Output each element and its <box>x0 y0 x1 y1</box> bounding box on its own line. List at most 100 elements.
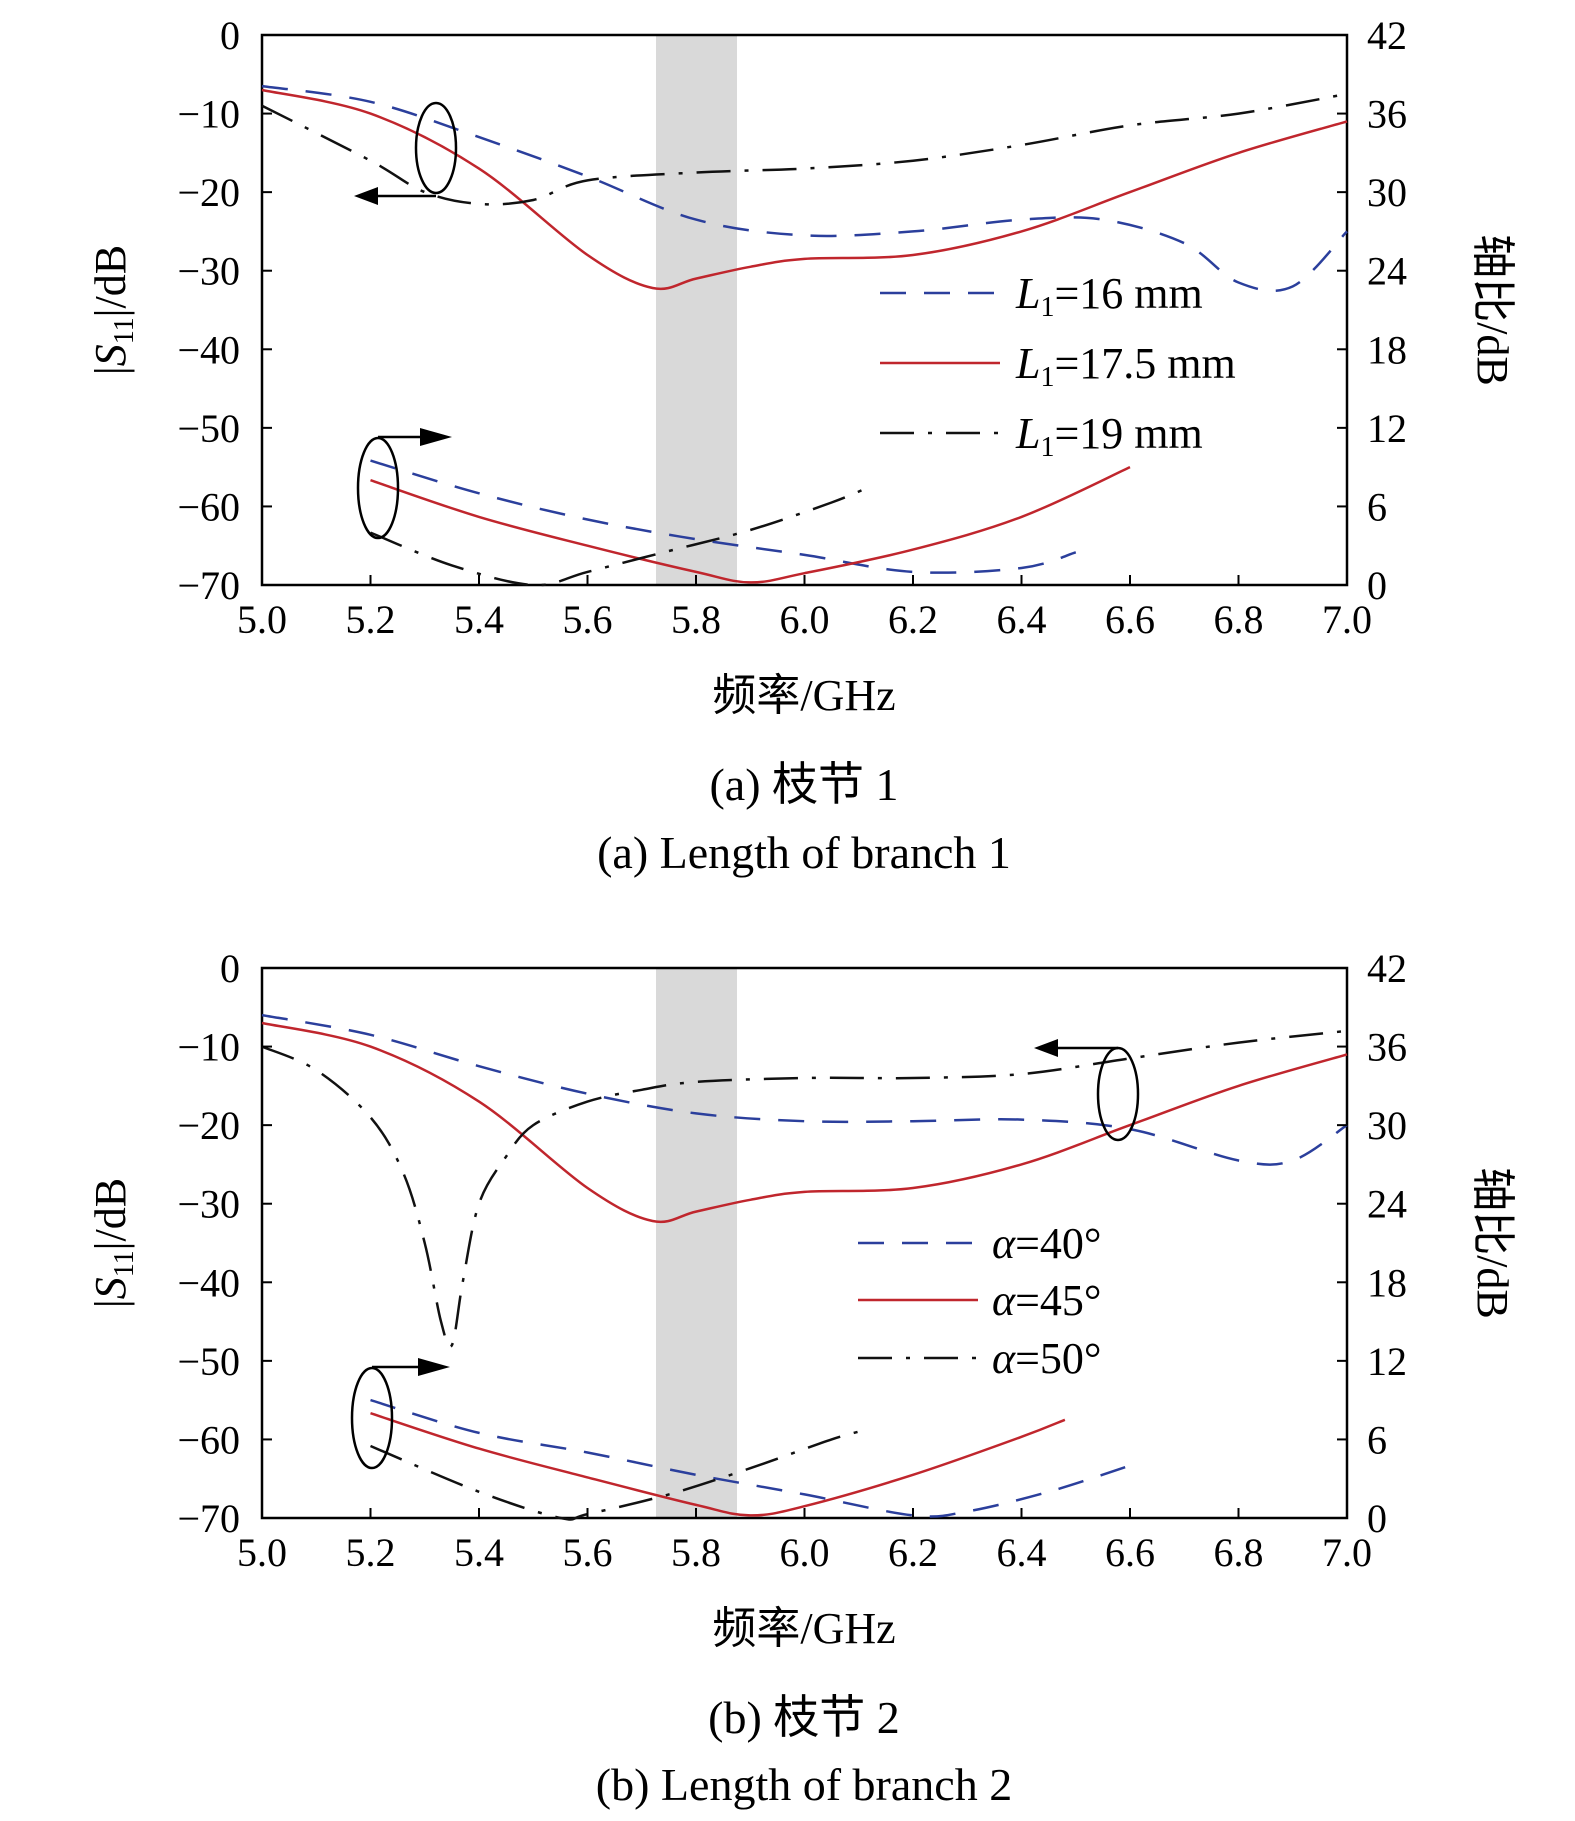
x-tick-label: 6.0 <box>780 1530 830 1575</box>
y-tick-label-left: −20 <box>177 1103 240 1148</box>
series-line <box>261 1013 1348 1166</box>
y-tick-label-right: 12 <box>1367 406 1407 451</box>
x-tick-label: 6.8 <box>1214 597 1264 642</box>
y-tick-label-left: −40 <box>177 1260 240 1305</box>
y-tick-label-right: 42 <box>1367 13 1407 58</box>
x-tick-label: 6.0 <box>780 597 830 642</box>
x-tick-label: 5.0 <box>237 597 287 642</box>
x-tick-label: 5.2 <box>346 597 396 642</box>
x-tick-label: 5.0 <box>237 1530 287 1575</box>
x-tick-label: 5.4 <box>454 597 504 642</box>
legend-label: α=45° <box>992 1276 1102 1325</box>
series-layer <box>261 1013 1348 1521</box>
x-tick-label: 5.6 <box>563 1530 613 1575</box>
y-tick-label-right: 30 <box>1367 1103 1407 1148</box>
y-tick-label-right: 36 <box>1367 92 1407 137</box>
y-tick-label-left: −20 <box>177 170 240 215</box>
series-line <box>261 84 1348 293</box>
x-tick-label: 5.8 <box>671 1530 721 1575</box>
legend-label: α=50° <box>992 1334 1102 1383</box>
y-tick-label-left: −10 <box>177 92 240 137</box>
legend-item: α=40° <box>858 1219 1102 1268</box>
legend-item: α=45° <box>858 1276 1102 1325</box>
tick-layer: 5.0 5.2 5.4 5.6 5.8 6.0 6.2 6.4 6.6 6.8 7.00−10−20… <box>177 946 1407 1575</box>
series-layer <box>261 84 1348 587</box>
y-axis-label-right: 轴比/dB <box>1468 1167 1517 1319</box>
series-line <box>370 465 1131 584</box>
x-tick-label: 6.4 <box>997 1530 1047 1575</box>
y-tick-label-right: 6 <box>1367 484 1387 529</box>
annotation-ellipse <box>1096 1046 1140 1142</box>
series-line <box>370 1427 870 1521</box>
caption-cn: (b) 枝节 2 <box>708 1692 900 1743</box>
y-tick-label-right: 30 <box>1367 170 1407 215</box>
tick-layer: 5.0 5.2 5.4 5.6 5.8 6.0 6.2 6.4 6.6 6.8 7.00−10−20… <box>177 13 1407 642</box>
annotation-ellipse <box>414 101 458 195</box>
x-tick-label: 6.8 <box>1214 1530 1264 1575</box>
x-axis-label: 频率/GHz <box>712 671 895 720</box>
y-tick-label-right: 0 <box>1367 563 1387 608</box>
x-tick-label: 7.0 <box>1322 597 1372 642</box>
y-tick-label-left: −50 <box>177 1339 240 1384</box>
arrow-left-icon <box>354 187 378 205</box>
x-tick-label: 6.2 <box>888 1530 938 1575</box>
x-tick-label: 7.0 <box>1322 1530 1372 1575</box>
caption-en: (a) Length of branch 1 <box>597 827 1011 878</box>
y-tick-label-right: 0 <box>1367 1496 1387 1541</box>
legend-label: L1=19 mm <box>1015 409 1203 463</box>
legend-label: L1=16 mm <box>1015 269 1203 323</box>
y-tick-label-right: 42 <box>1367 946 1407 991</box>
y-tick-label-left: −30 <box>177 249 240 294</box>
y-tick-label-right: 18 <box>1367 327 1407 372</box>
series-line <box>261 92 1348 206</box>
legend-item: α=50° <box>858 1334 1102 1383</box>
legend-item: L1=17.5 mm <box>880 339 1236 393</box>
arrow-right-icon <box>420 428 452 446</box>
x-tick-label: 5.4 <box>454 1530 504 1575</box>
x-tick-label: 6.2 <box>888 597 938 642</box>
x-tick-label: 5.6 <box>563 597 613 642</box>
y-tick-label-left: 0 <box>220 13 240 58</box>
series-line <box>261 1029 1348 1348</box>
shaded-band <box>656 968 737 1518</box>
y-tick-label-right: 6 <box>1367 1417 1387 1462</box>
x-tick-label: 5.2 <box>346 1530 396 1575</box>
legend-label: α=40° <box>992 1219 1102 1268</box>
series-line <box>370 1412 1066 1517</box>
y-axis-label-right: 轴比/dB <box>1468 234 1517 386</box>
series-line <box>261 88 1348 291</box>
x-tick-label: 6.6 <box>1105 1530 1155 1575</box>
left-axis-indicator <box>1034 1039 1140 1142</box>
series-line <box>370 485 871 587</box>
legend-item: L1=19 mm <box>880 409 1203 463</box>
y-tick-label-right: 24 <box>1367 249 1407 294</box>
y-tick-label-right: 18 <box>1367 1260 1407 1305</box>
right-axis-indicator <box>356 428 452 540</box>
y-axis-label-left: |S11|/dB <box>86 1178 140 1308</box>
series-line <box>370 1398 1131 1518</box>
y-tick-label-left: −60 <box>177 1417 240 1462</box>
shaded-band <box>656 35 737 585</box>
y-axis-label-left: |S11|/dB <box>86 245 140 375</box>
y-tick-label-left: 0 <box>220 946 240 991</box>
chart-panel-a: 5.0 5.2 5.4 5.6 5.8 6.0 6.2 6.4 6.6 6.8 7.00−10−20… <box>86 13 1517 878</box>
y-tick-label-right: 24 <box>1367 1182 1407 1227</box>
x-tick-label: 6.6 <box>1105 597 1155 642</box>
arrow-right-icon <box>418 1358 450 1376</box>
y-tick-label-left: −30 <box>177 1182 240 1227</box>
legend-item: L1=16 mm <box>880 269 1203 323</box>
x-tick-label: 5.8 <box>671 597 721 642</box>
y-tick-label-right: 36 <box>1367 1025 1407 1070</box>
x-tick-label: 6.4 <box>997 597 1047 642</box>
left-axis-indicator <box>354 101 458 205</box>
series-line <box>370 459 1077 574</box>
y-tick-label-left: −40 <box>177 327 240 372</box>
y-tick-label-left: −70 <box>177 1496 240 1541</box>
caption-en: (b) Length of branch 2 <box>596 1759 1012 1810</box>
y-tick-label-left: −70 <box>177 563 240 608</box>
legend: α=40° α=45° α=50° <box>858 1219 1102 1383</box>
chart-panel-b: 5.0 5.2 5.4 5.6 5.8 6.0 6.2 6.4 6.6 6.8 7.00−10−20… <box>86 946 1517 1810</box>
y-tick-label-left: −60 <box>177 484 240 529</box>
y-tick-label-right: 12 <box>1367 1339 1407 1384</box>
